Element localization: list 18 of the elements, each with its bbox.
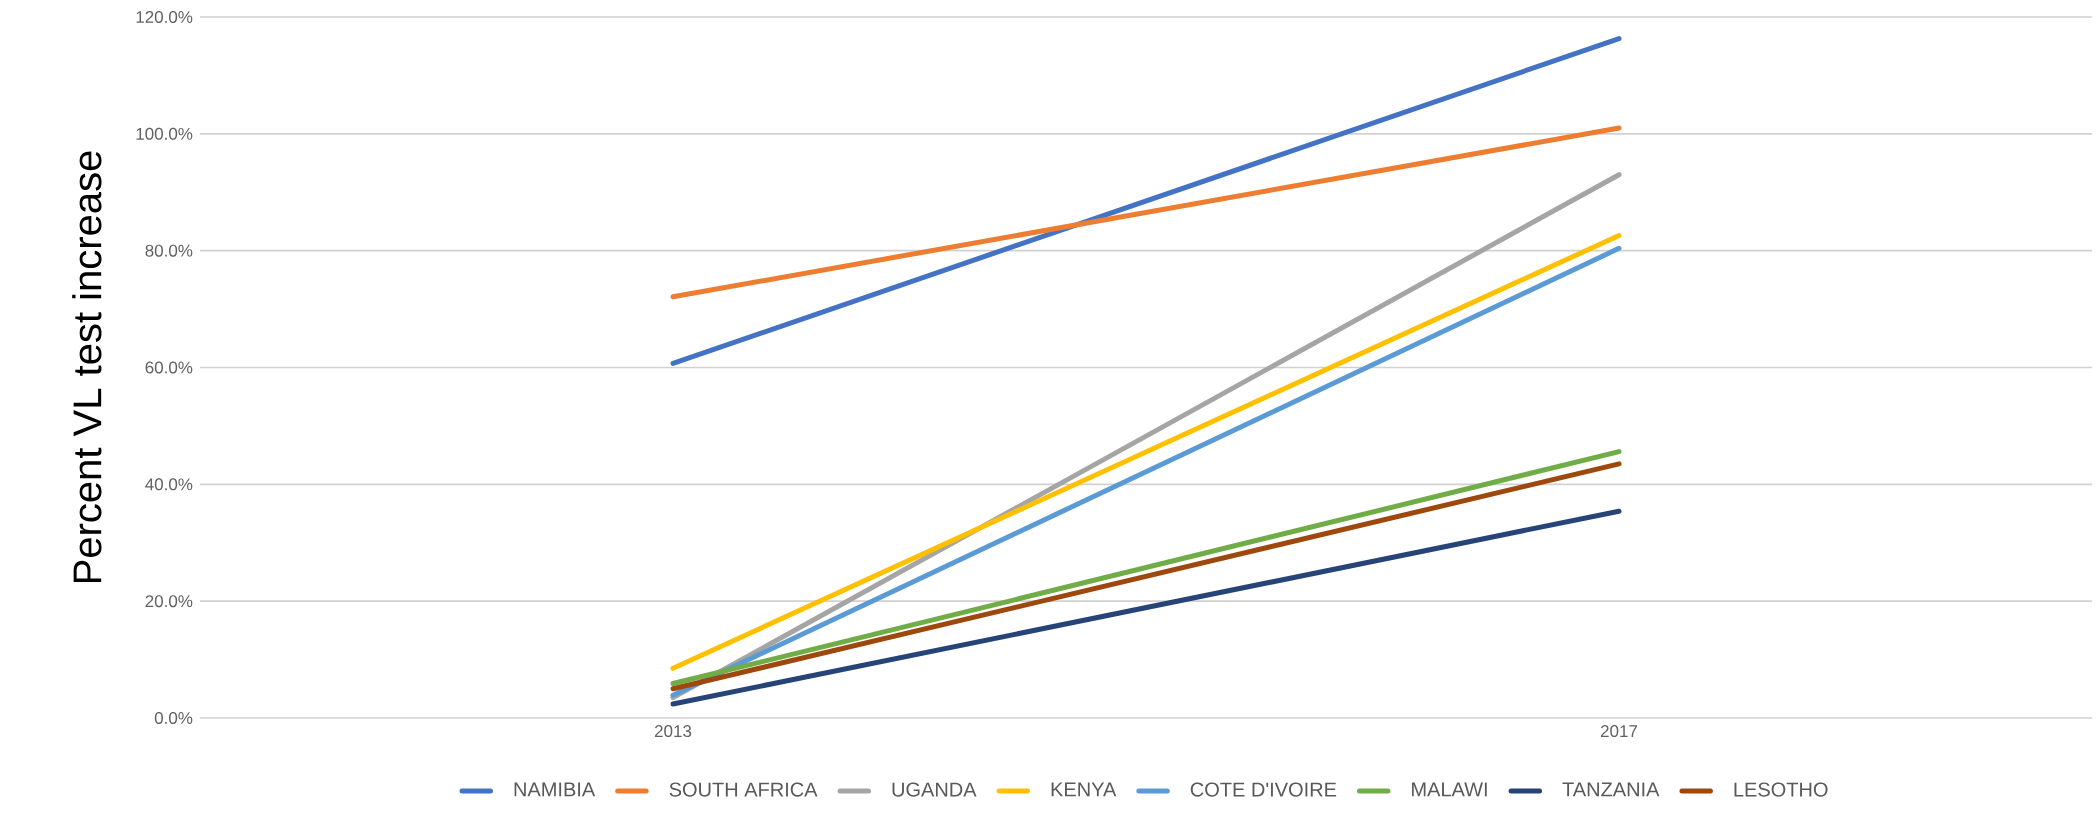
x-tick-label: 2017 [1600, 725, 1638, 738]
y-tick-label: 0.0% [154, 711, 193, 725]
legend-label: NAMIBIA [514, 782, 596, 797]
legend-label: MALAWI [1412, 782, 1487, 797]
y-tick-label: 100.0% [136, 127, 193, 140]
legend-label: UGANDA [892, 782, 977, 797]
y-tick-label: 80.0% [145, 244, 193, 257]
y-tick-label: 60.0% [145, 361, 193, 374]
y-tick-label: 120.0% [136, 10, 193, 23]
legend-label: SOUTH AFRICA [669, 782, 818, 797]
legend-label: KENYA [1051, 782, 1117, 797]
x-tick-label: 2013 [654, 725, 692, 738]
legend-label: COTE D'IVOIRE [1190, 782, 1337, 797]
y-tick-label: 40.0% [145, 478, 193, 491]
y-axis-title: Percent VL test increase [72, 151, 102, 583]
legend-label: LESOTHO [1734, 782, 1828, 797]
y-tick-label: 20.0% [145, 595, 193, 608]
legend-label: TANZANIA [1562, 782, 1660, 797]
